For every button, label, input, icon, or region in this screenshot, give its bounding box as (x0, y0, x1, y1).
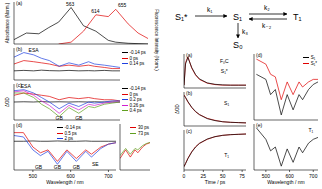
html-text:Wavelength / nm: Wavelength / nm (46, 179, 84, 185)
svg-text:GB: GB (75, 115, 83, 121)
html-text:-0.14 ps: -0.14 ps (129, 86, 146, 91)
svg-text:ESA: ESA (29, 47, 40, 53)
html-text:0 ps: 0 ps (129, 55, 138, 61)
svg-text:S₁: S₁ (233, 12, 242, 22)
html-text:(c): (c) (186, 128, 192, 134)
svg-text:700: 700 (309, 173, 314, 178)
html-text:2 ps: 2 ps (64, 136, 73, 141)
html-text:(b): (b) (16, 46, 23, 52)
html-text:(e): (e) (256, 122, 263, 128)
svg-text:75: 75 (239, 173, 245, 178)
html-text:0 ps: 0 ps (129, 91, 138, 97)
svg-text:k₂: k₂ (264, 4, 270, 11)
html-text:0.26 ps: 0.26 ps (129, 102, 145, 108)
html-text:S₁: S₁ (310, 55, 316, 60)
svg-text:600: 600 (66, 173, 75, 178)
svg-text:25: 25 (201, 173, 207, 178)
svg-text:0: 0 (183, 173, 186, 178)
svg-text:500: 500 (29, 173, 38, 178)
svg-text:T₁: T₁ (293, 12, 302, 22)
svg-text:700: 700 (104, 173, 113, 178)
html-text:-0.14 ps: -0.14 ps (129, 50, 146, 55)
svg-text:S₁*: S₁* (221, 68, 228, 74)
html-text:(b): (b) (186, 90, 193, 96)
svg-text:614: 614 (91, 8, 100, 14)
html-text:0.2 ps: 0.2 ps (129, 97, 142, 102)
svg-text:S₁: S₁ (224, 100, 229, 106)
html-text:(a): (a) (186, 52, 193, 58)
svg-text:S₁*: S₁* (175, 12, 188, 22)
svg-text:k₁: k₁ (207, 6, 213, 13)
svg-text:SE: SE (92, 161, 99, 167)
html-text:(d): (d) (256, 52, 263, 58)
svg-text:T₁: T₁ (224, 152, 229, 158)
html-text:0.4 ps: 0.4 ps (129, 108, 142, 113)
svg-text:563: 563 (66, 1, 75, 7)
html-text:ΔOD: ΔOD (174, 104, 180, 114)
svg-text:GB: GB (35, 164, 43, 170)
svg-text:k₃: k₃ (242, 28, 248, 35)
html-text:Wavelength / nm: Wavelength / nm (267, 179, 305, 185)
html-text:(a): (a) (16, 0, 23, 6)
svg-text:500: 500 (262, 173, 271, 178)
svg-text:50: 50 (220, 173, 226, 178)
html-text:Fluorescence Intensity (Norm.): Fluorescence Intensity (Norm.) (153, 9, 159, 71)
svg-text:k₋₂: k₋₂ (262, 22, 272, 29)
html-text:(c): (c) (16, 82, 22, 88)
html-text:Absorbance (Norm.): Absorbance (Norm.) (4, 2, 10, 44)
html-text:Time / ps: Time / ps (204, 179, 226, 185)
html-text:ΔOD: ΔOD (4, 97, 10, 107)
svg-text:GB: GB (56, 115, 64, 121)
html-text:73 ps: 73 ps (138, 130, 149, 136)
html-text:(d): (d) (16, 122, 23, 128)
svg-text:655: 655 (118, 2, 127, 8)
html-text:0.14 ps: 0.14 ps (129, 61, 145, 66)
html-text:-0.14 ps: -0.14 ps (64, 125, 81, 130)
svg-text:600: 600 (285, 173, 294, 178)
svg-text:F₀C: F₀C (220, 58, 229, 64)
html-text:S₁*: S₁* (310, 60, 317, 66)
html-text:0.5 ps: 0.5 ps (64, 130, 77, 136)
svg-text:GB: GB (73, 164, 81, 170)
svg-text:S₀: S₀ (233, 40, 243, 50)
svg-text:ESA: ESA (21, 83, 32, 89)
svg-text:T₁: T₁ (309, 127, 314, 133)
svg-text:GB: GB (54, 164, 62, 170)
html-text:30 ps: 30 ps (138, 125, 149, 130)
